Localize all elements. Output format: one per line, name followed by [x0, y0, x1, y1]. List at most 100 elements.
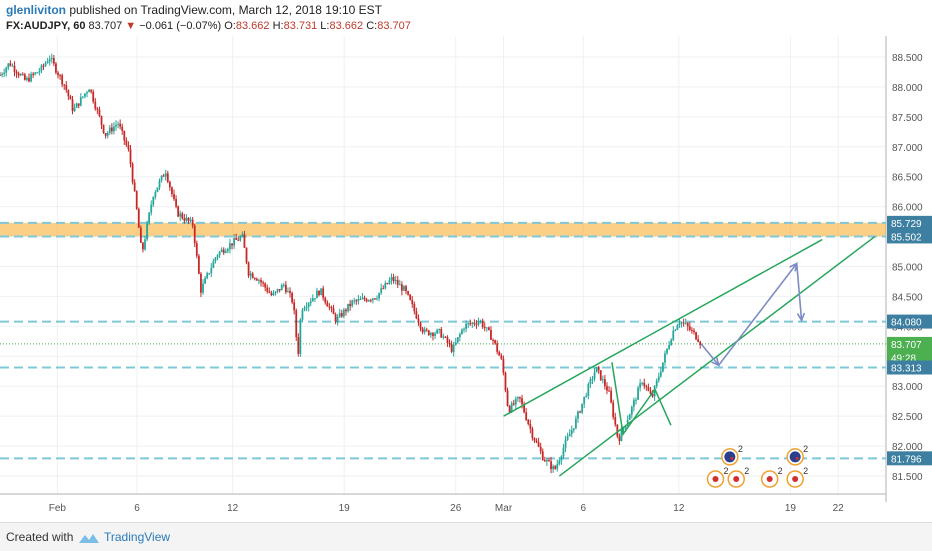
candle-body: [483, 326, 486, 328]
symbol-legend: FX:AUDJPY, 60 83.707 ▼ −0.061 (−0.07%) O…: [6, 20, 411, 32]
candle-body: [595, 366, 598, 373]
candle-body: [204, 278, 206, 284]
price-label-box: [887, 314, 932, 329]
candle-body: [643, 382, 646, 386]
candle-body: [299, 319, 302, 354]
price-tick-label: 84.500: [892, 292, 923, 303]
candle-body: [7, 63, 10, 68]
candle-body: [543, 460, 546, 462]
candle-body: [61, 75, 64, 85]
candle-body: [390, 276, 393, 281]
candle-body: [353, 300, 356, 302]
channel-lines: [503, 235, 876, 477]
candle-body: [626, 419, 629, 426]
candle-body: [475, 323, 478, 325]
price-tick-label: 83.000: [892, 382, 923, 393]
candle-body: [94, 101, 97, 109]
low-value: 83.662: [329, 20, 364, 32]
candle-body: [241, 234, 244, 237]
candle-body: [266, 287, 269, 292]
candle-body: [183, 218, 186, 221]
candle-body: [666, 348, 668, 354]
event-count: 2: [744, 466, 749, 476]
candle-body: [417, 318, 420, 323]
candle-body: [552, 466, 555, 470]
candle-body: [450, 344, 453, 352]
australia-flag-icon: [789, 451, 801, 463]
flag-dot: [795, 456, 799, 460]
candle-body: [222, 249, 225, 253]
price-label: 49:28: [891, 353, 916, 364]
candle-body: [13, 65, 16, 72]
candle-body: [177, 206, 180, 217]
candle-body: [276, 289, 279, 292]
candle-body: [293, 302, 296, 311]
tradingview-link[interactable]: TradingView: [104, 530, 171, 544]
candle-body: [148, 212, 151, 224]
candle-body: [262, 282, 264, 284]
channel-upper-line: [503, 238, 823, 417]
candle-body: [19, 74, 22, 76]
resistance-zone-band: [0, 222, 886, 237]
price-tick-label: 86.500: [892, 173, 923, 184]
candle-body: [150, 204, 153, 213]
candle-body: [3, 72, 6, 75]
candle-body: [135, 191, 138, 209]
close-value: 83.707: [377, 20, 411, 32]
candle-body: [421, 328, 424, 333]
candle-body: [616, 424, 619, 437]
candle-body: [378, 292, 380, 299]
candle-body: [0, 74, 1, 76]
price-tick-label: 82.000: [892, 442, 923, 453]
time-tick-label: Mar: [495, 503, 513, 514]
candle-body: [624, 425, 627, 429]
candle-body: [438, 328, 441, 330]
price-tick-label: 86.000: [892, 203, 923, 214]
candle-body: [117, 123, 119, 125]
candle-body: [5, 67, 8, 73]
candle-body: [258, 280, 260, 282]
candle-body: [682, 322, 685, 324]
candle-body: [44, 63, 47, 66]
candle-body: [212, 261, 215, 268]
candle-body: [539, 446, 542, 452]
time-tick-label: 12: [673, 503, 685, 514]
candle-body: [79, 97, 82, 106]
candle-body: [419, 322, 422, 329]
author-name[interactable]: glenliviton: [6, 3, 66, 17]
candle-body: [369, 300, 372, 302]
candle-body: [154, 191, 157, 198]
candle-body: [502, 358, 505, 373]
price-tick-label: 81.500: [892, 472, 923, 483]
candle-body: [220, 249, 223, 252]
time-tick-label: 19: [339, 503, 351, 514]
candle-body: [398, 284, 401, 286]
event-dot: [766, 476, 773, 483]
candle-body: [697, 339, 700, 342]
candle-body: [655, 380, 658, 387]
candle-body: [36, 72, 39, 74]
candle-body: [537, 442, 540, 447]
price-label: 84.080: [891, 318, 922, 329]
candle-body: [481, 320, 484, 327]
candle-body: [164, 173, 167, 177]
candle-body: [388, 280, 391, 284]
candle-body: [403, 286, 405, 291]
candle-body: [612, 402, 615, 418]
created-with-text: Created with: [6, 530, 74, 544]
candle-body: [86, 92, 88, 94]
candle-body: [115, 124, 117, 127]
candle-body: [384, 283, 387, 289]
candle-body: [601, 379, 604, 381]
candle-body: [142, 242, 144, 250]
candle-body: [129, 149, 132, 164]
symbol-name[interactable]: FX:AUDJPY, 60: [6, 20, 86, 32]
candle-body: [653, 386, 656, 397]
candle-body: [674, 329, 677, 331]
close-label: C:: [366, 20, 378, 32]
candle-body: [330, 307, 333, 309]
candle-body: [380, 288, 383, 293]
candle-body: [469, 323, 472, 325]
candle-body: [104, 132, 107, 136]
